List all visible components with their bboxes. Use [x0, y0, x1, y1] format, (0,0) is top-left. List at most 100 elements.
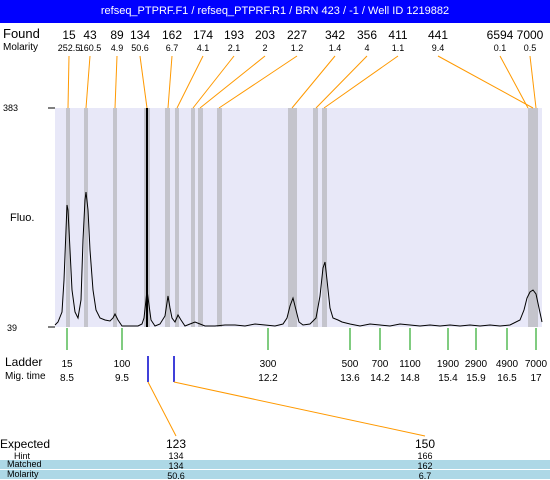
molarity-row: [0, 470, 550, 479]
found-peak-connector: [499, 55, 529, 109]
ladder-size: 500: [342, 359, 359, 370]
expected-size: 150: [415, 437, 435, 451]
found-peak-size: 356: [357, 28, 377, 42]
found-peak-size: 6594: [487, 28, 514, 42]
peak-band: [528, 108, 538, 327]
found-peak-connector: [315, 55, 368, 109]
found-peak-molarity: 4: [364, 43, 369, 53]
ladder-size: 7000: [525, 359, 548, 370]
matched-value: 134: [168, 461, 183, 471]
found-peak-molarity: 6.7: [166, 43, 179, 53]
found-peak-size: 227: [287, 28, 307, 42]
hint-value: 166: [417, 451, 432, 461]
found-peak-size: 411: [388, 28, 407, 42]
found-peak-size: 441: [428, 28, 448, 42]
molarity-bottom-label: Molarity: [7, 469, 39, 479]
found-peak-connector: [67, 55, 70, 109]
ladder-size: 1900: [437, 359, 460, 370]
peak-band: [217, 108, 222, 327]
ladder-size: 700: [372, 359, 389, 370]
found-peak-molarity: 9.4: [432, 43, 445, 53]
peak-band: [288, 108, 297, 327]
found-peak-molarity: 2: [262, 43, 267, 53]
hint-value: 134: [168, 451, 183, 461]
found-peak-connector: [167, 55, 173, 109]
peak-band: [84, 108, 88, 327]
fluo-axis-label: Fluo.: [10, 212, 35, 224]
found-peak-connector: [529, 55, 537, 109]
found-peak-connector: [437, 55, 534, 109]
found-peak-connector: [192, 55, 235, 109]
found-peak-connector: [291, 55, 336, 109]
found-label: Found: [3, 26, 40, 41]
found-peak-molarity: 1.2: [291, 43, 304, 53]
expected-label: Expected: [0, 437, 51, 451]
ladder-time: 13.6: [340, 373, 360, 384]
found-peak-molarity: 252.5: [58, 43, 81, 53]
ladder-size: 4900: [496, 359, 519, 370]
found-peak-molarity: 4.1: [197, 43, 210, 53]
found-peak-molarity: 4.9: [111, 43, 124, 53]
found-peak-connector: [218, 55, 298, 109]
ladder-time: 12.2: [258, 373, 278, 384]
plot-area: [55, 108, 542, 327]
ladder-time: 9.5: [115, 373, 129, 384]
found-peak-connector: [139, 55, 148, 109]
ladder-time: 17: [530, 373, 542, 384]
fluorescence-trace: [54, 191, 543, 327]
found-peak-size: 7000: [517, 28, 544, 42]
found-peak-size: 174: [193, 28, 213, 42]
found-peak-molarity: 2.1: [228, 43, 241, 53]
ladder-time: 8.5: [60, 373, 74, 384]
found-peak-size: 342: [325, 28, 345, 42]
y-top-label: 383: [3, 103, 19, 113]
found-peak-size: 203: [255, 28, 275, 42]
peak-band: [175, 108, 179, 327]
window-title: refseq_PTPRF.F1 / refseq_PTPRF.R1 / BRN …: [0, 0, 550, 23]
ladder-size: 100: [114, 359, 131, 370]
found-peak-molarity: 1.4: [329, 43, 342, 53]
ladder-time: 14.8: [400, 373, 420, 384]
ladder-time: 15.4: [438, 373, 458, 384]
found-peak-molarity: 0.1: [494, 43, 507, 53]
ladder-label: Ladder: [5, 355, 43, 369]
found-peak-size: 43: [83, 28, 97, 42]
expected-connector: [173, 381, 426, 437]
molarity-value: 50.6: [167, 471, 185, 480]
ladder-size: 300: [260, 359, 277, 370]
ladder-time: 15.9: [466, 373, 486, 384]
molarity-value: 6.7: [419, 471, 432, 480]
found-peak-connector: [85, 55, 91, 109]
found-peak-molarity: 50.6: [131, 43, 149, 53]
peak-band: [165, 108, 170, 327]
matched-row: [0, 460, 550, 469]
ladder-size: 15: [61, 359, 73, 370]
found-peak-molarity: 160.5: [79, 43, 102, 53]
found-peak-connector: [114, 55, 118, 109]
found-peak-size: 134: [130, 28, 150, 42]
found-peak-size: 162: [162, 28, 182, 42]
found-peak-molarity: 1.1: [392, 43, 405, 53]
mig-time-label: Mig. time: [5, 371, 46, 382]
peak-band: [313, 108, 318, 327]
peak-band: [191, 108, 195, 327]
ladder-time: 14.2: [370, 373, 390, 384]
found-peak-size: 15: [62, 28, 76, 42]
found-peak-molarity: 0.5: [524, 43, 537, 53]
y-bottom-label: 39: [7, 323, 18, 333]
peak-band: [113, 108, 117, 327]
expected-connector: [147, 381, 177, 437]
molarity-label: Molarity: [3, 42, 39, 53]
peak-band: [198, 108, 203, 327]
found-peak-size: 193: [224, 28, 244, 42]
found-peak-connector: [323, 55, 399, 109]
found-peak-size: 89: [110, 28, 124, 42]
hint-label: Hint: [14, 451, 31, 461]
ladder-time: 16.5: [497, 373, 517, 384]
found-peak-connector: [176, 55, 204, 109]
matched-value: 162: [417, 461, 432, 471]
matched-label: Matched: [7, 459, 42, 469]
ladder-size: 1100: [399, 359, 421, 370]
peak-band: [322, 108, 327, 327]
